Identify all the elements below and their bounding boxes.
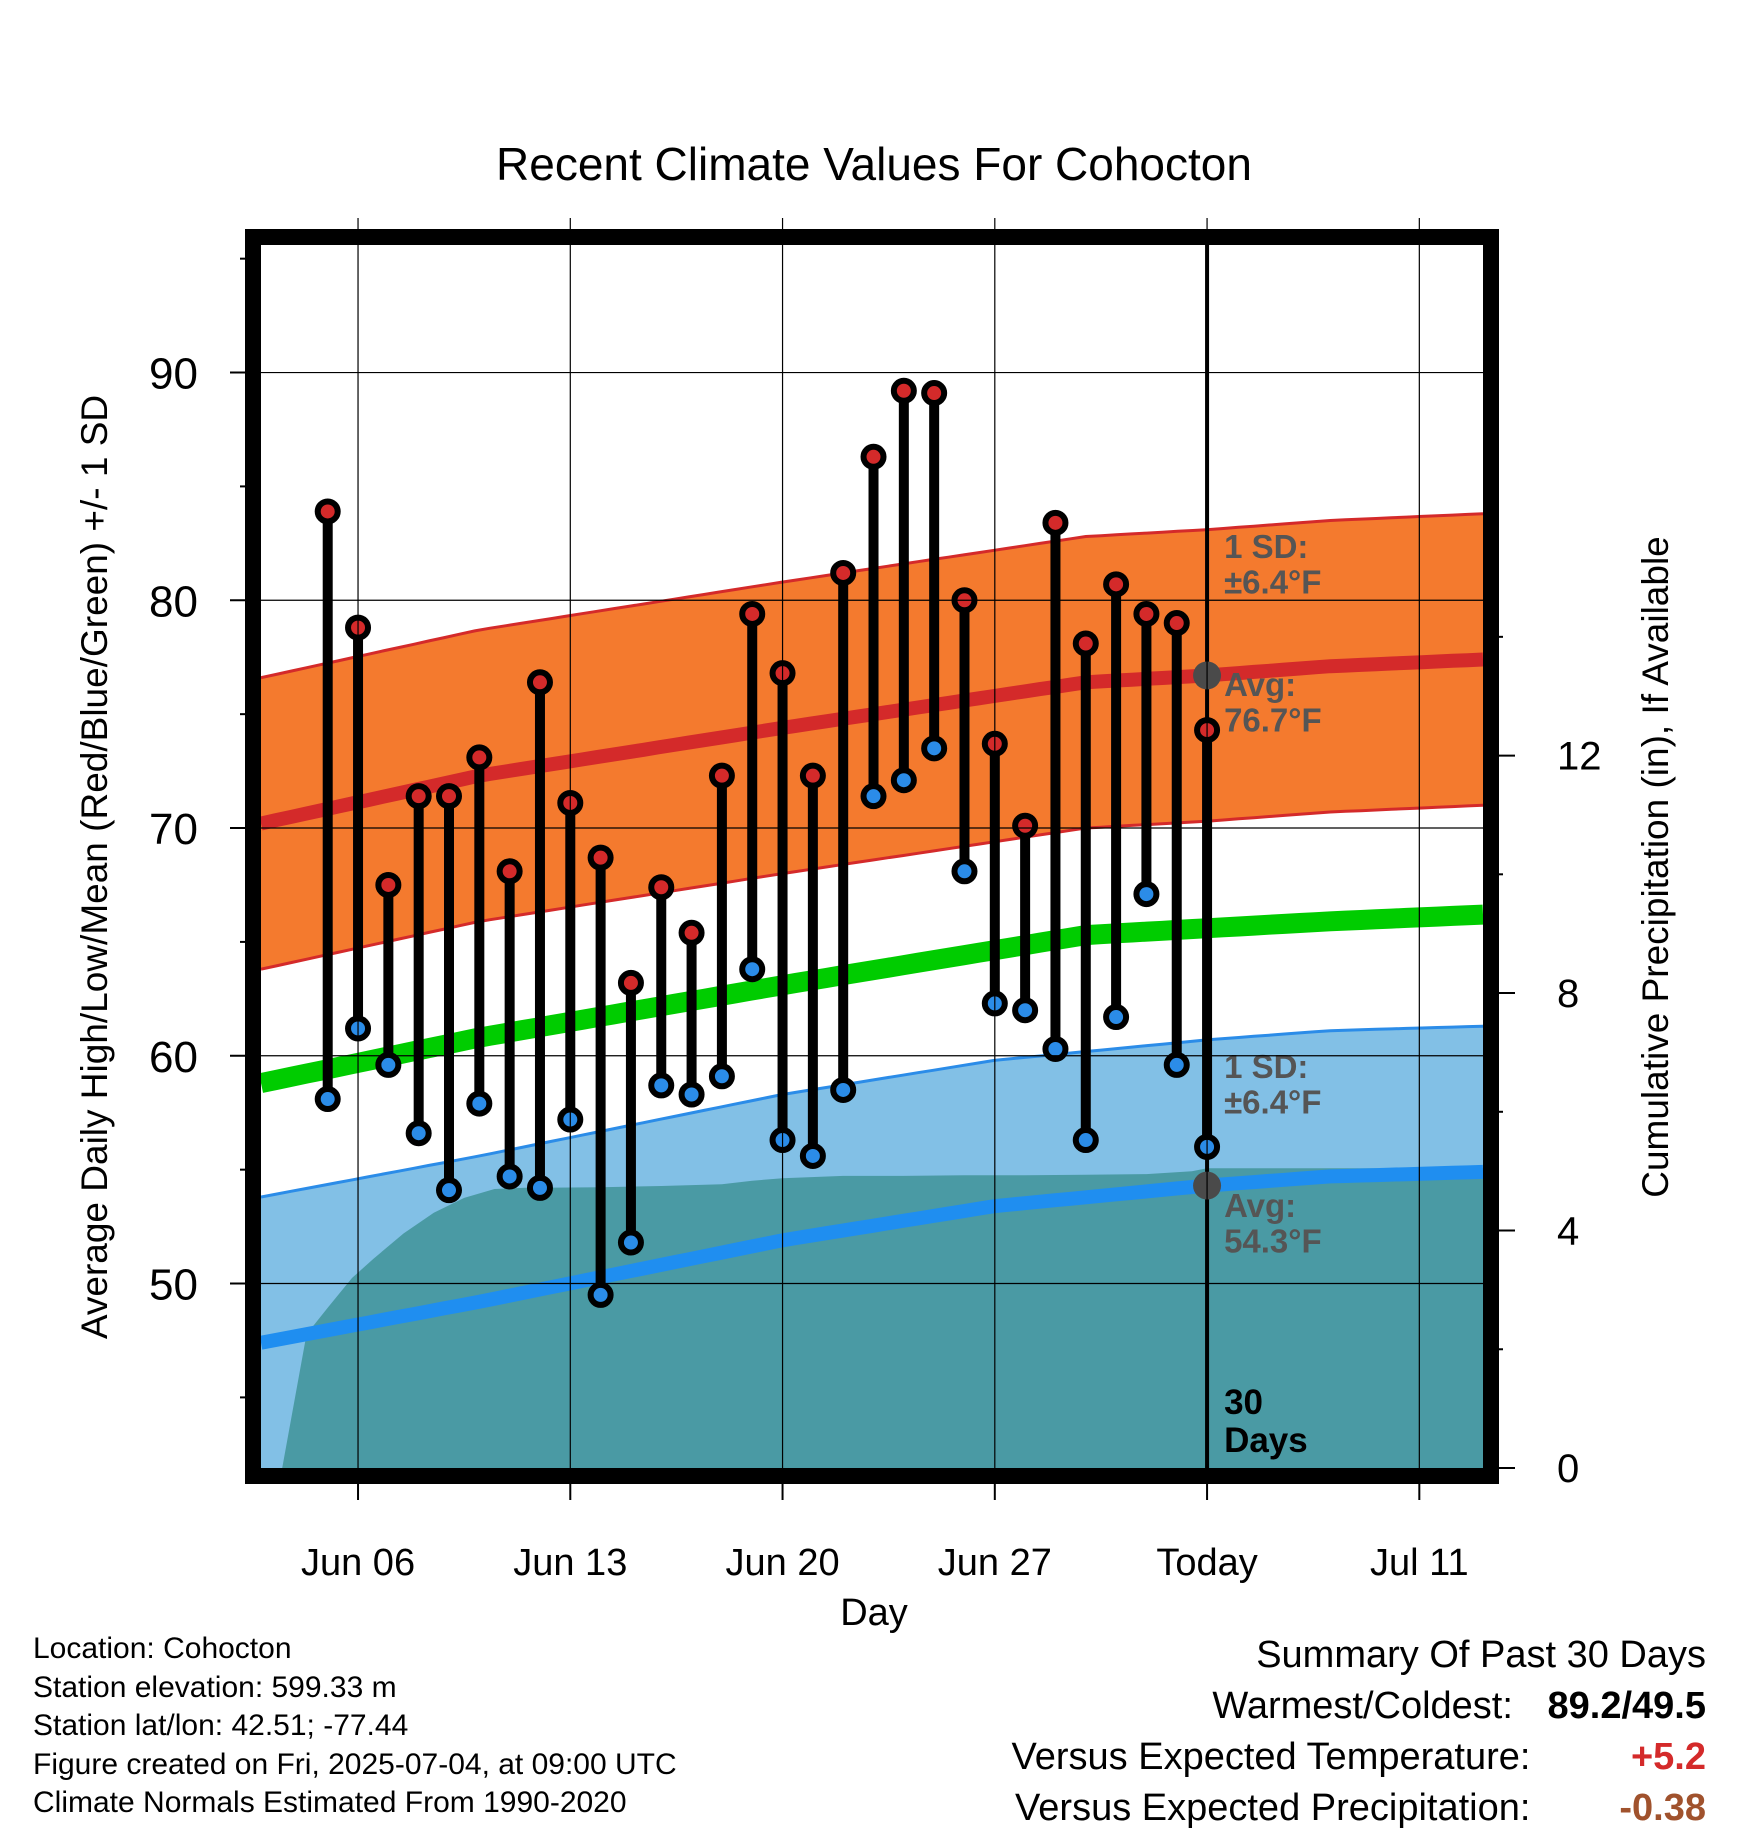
daily-low-point — [951, 858, 978, 885]
daily-high-point — [1072, 630, 1099, 657]
mean-avg-line — [261, 904, 1483, 1093]
latlon-text: Station lat/lon: 42.51; -77.44 — [33, 1709, 409, 1742]
y-tick-label: 60 — [149, 1033, 198, 1082]
x-tick-label: Jun 13 — [513, 1542, 627, 1584]
summary-warmest-coldest: Warmest/Coldest: 89.2/49.5 — [1012, 1681, 1706, 1732]
daily-high-point — [526, 669, 553, 696]
daily-low-point — [1103, 1004, 1130, 1031]
daily-high-point — [921, 380, 948, 407]
coldest-value: /49.5 — [1621, 1685, 1706, 1727]
low-sd-upper-edge — [261, 1024, 1483, 1199]
x-tick-label: Jun 06 — [301, 1542, 415, 1584]
daily-low-point — [466, 1090, 493, 1117]
low-avg-line — [261, 1164, 1483, 1350]
daily-low-point — [617, 1229, 644, 1256]
station-info: Location: Cohocton Station elevation: 59… — [33, 1630, 677, 1823]
daily-low-point — [921, 735, 948, 762]
y-tick-label: 70 — [149, 805, 198, 854]
daily-high-point — [405, 783, 432, 810]
temp-label: Versus Expected Temperature: — [1011, 1736, 1531, 1778]
daily-low-point — [708, 1063, 735, 1090]
y2-tick-label: 8 — [1557, 972, 1579, 1016]
x-axis-label: Day — [840, 1592, 908, 1634]
y2-axis-label: Cumulative Precipitation (in), If Availa… — [1635, 536, 1676, 1198]
x-tick-label: Jul 11 — [1370, 1542, 1469, 1584]
daily-high-point — [1012, 812, 1039, 839]
daily-high-point — [648, 874, 675, 901]
daily-low-point — [890, 767, 917, 794]
daily-high-point — [1042, 509, 1069, 536]
y2-tick-label: 12 — [1557, 735, 1602, 779]
low-avg-annotation: Avg: 54.3°F — [1224, 1187, 1322, 1260]
y-axis-label: Average Daily High/Low/Mean (Red/Blue/Gr… — [74, 395, 115, 1339]
daily-low-point — [739, 956, 766, 983]
daily-high-point — [436, 783, 462, 810]
daily-high-point — [678, 919, 705, 946]
daily-high-point — [496, 858, 523, 885]
x-tick-label: Jun 27 — [938, 1542, 1052, 1584]
y-tick-label: 80 — [149, 577, 198, 626]
chart-title: Recent Climate Values For Cohocton — [496, 138, 1252, 190]
daily-low-point — [860, 783, 887, 810]
daily-high-point — [860, 443, 887, 470]
daily-high-point — [739, 600, 766, 627]
warmest-value: 89.2 — [1547, 1685, 1622, 1727]
plot-frame — [245, 229, 1499, 1484]
daily-high-point — [708, 762, 735, 789]
daily-low-point — [1163, 1051, 1190, 1078]
daily-low-point — [799, 1142, 826, 1169]
daily-low-point — [1072, 1127, 1099, 1154]
daily-high-point — [830, 559, 857, 586]
daily-low-point — [1042, 1035, 1069, 1062]
daily-high-point — [1133, 600, 1160, 627]
low-sd-annotation: 1 SD: ±6.4°F — [1224, 1048, 1321, 1121]
daily-high-point — [1163, 610, 1190, 637]
x-tick-label: Jun 20 — [726, 1542, 840, 1584]
x-tick-label: Today — [1156, 1542, 1257, 1584]
y-tick-label: 90 — [149, 350, 198, 399]
high-avg-annotation: Avg: 76.7°F — [1224, 666, 1322, 739]
location-text: Location: Cohocton — [33, 1632, 292, 1665]
temp-anomaly-value: +5.2 — [1630, 1736, 1706, 1778]
high-sd-annotation: 1 SD: ±6.4°F — [1224, 528, 1321, 601]
daily-low-point — [526, 1174, 553, 1201]
precip-label: Versus Expected Precipitation: — [1015, 1787, 1531, 1829]
daily-high-point — [466, 744, 493, 771]
daily-low-point — [405, 1120, 432, 1147]
y2-tick-label: 0 — [1557, 1447, 1579, 1491]
daily-low-point — [1133, 881, 1160, 908]
daily-high-point — [799, 762, 826, 789]
y-tick-label: 50 — [149, 1261, 198, 1310]
daily-low-point — [587, 1281, 614, 1308]
high-sd-lower-edge — [261, 803, 1483, 971]
summary-precip-row: Versus Expected Precipitation: -0.38 — [1012, 1783, 1706, 1834]
daily-low-point — [1012, 997, 1039, 1024]
daily-high-point — [1103, 571, 1130, 598]
precip-area — [282, 1168, 1483, 1468]
daily-high-point — [890, 377, 917, 404]
summary-title: Summary Of Past 30 Days — [1256, 1634, 1706, 1676]
precip-anomaly-value: -0.38 — [1619, 1787, 1706, 1829]
daily-low-point — [496, 1163, 523, 1190]
y2-tick-label: 4 — [1557, 1210, 1579, 1254]
daily-high-point — [314, 498, 341, 525]
daily-low-point — [436, 1177, 462, 1204]
daily-high-point — [375, 871, 402, 898]
created-text: Figure created on Fri, 2025-07-04, at 09… — [33, 1747, 677, 1781]
elevation-text: Station elevation: 599.33 m — [33, 1670, 397, 1704]
daily-high-point — [617, 969, 644, 996]
summary-temp-row: Versus Expected Temperature: +5.2 — [1012, 1732, 1706, 1783]
warmest-coldest-label: Warmest/Coldest: — [1212, 1685, 1513, 1727]
daily-high-point — [587, 844, 614, 871]
daily-low-point — [830, 1076, 857, 1103]
daily-low-point — [648, 1072, 675, 1099]
warmest-coldest-values: 89.2/49.5 — [1548, 1685, 1707, 1727]
summary-panel: Summary Of Past 30 Days Warmest/Coldest:… — [1012, 1630, 1706, 1834]
daily-low-point — [314, 1086, 341, 1113]
daily-low-point — [678, 1081, 705, 1108]
window-annotation: 30 Days — [1224, 1383, 1308, 1460]
daily-low-point — [375, 1051, 402, 1078]
normals-text: Climate Normals Estimated From 1990-2020 — [33, 1786, 627, 1819]
